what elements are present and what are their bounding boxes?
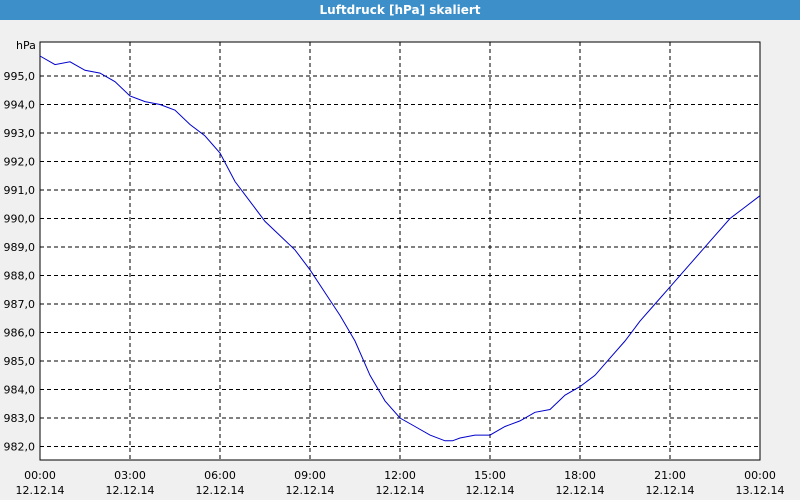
y-tick-label: 995,0 — [4, 70, 36, 83]
x-tick-date: 12.12.14 — [196, 484, 245, 497]
x-tick-time: 00:00 — [24, 469, 56, 482]
pressure-chart: 982,0 983,0 984,0 985,0 986,0 987,0 988,0 989,0… — [4, 39, 785, 497]
x-tick-time: 12:00 — [384, 469, 416, 482]
y-tick-label: 992,0 — [4, 156, 36, 169]
y-tick-label: 987,0 — [4, 298, 36, 311]
x-tick-date: 12.12.14 — [286, 484, 335, 497]
y-tick-label: 985,0 — [4, 355, 36, 368]
x-tick-time: 03:00 — [114, 469, 146, 482]
x-tick-date: 12.12.14 — [376, 484, 425, 497]
y-tick-label: 989,0 — [4, 241, 36, 254]
plot-area — [39, 41, 761, 461]
x-tick-time: 00:00 — [744, 469, 776, 482]
y-tick-label: 991,0 — [4, 184, 36, 197]
y-tick-label: 983,0 — [4, 412, 36, 425]
x-tick-date: 12.12.14 — [556, 484, 605, 497]
x-tick-date: 12.12.14 — [466, 484, 515, 497]
y-tick-label: 986,0 — [4, 327, 36, 340]
y-tick-label: 994,0 — [4, 99, 36, 112]
x-tick-date: 12.12.14 — [646, 484, 695, 497]
y-tick-label: 982,0 — [4, 441, 36, 454]
x-axis: 00:00 12.12.14 03:00 12.12.14 06:00 12.12.14 0… — [16, 469, 785, 497]
pressure-series-line — [39, 55, 761, 442]
x-tick-time: 09:00 — [294, 469, 326, 482]
x-tick-time: 21:00 — [654, 469, 686, 482]
y-tick-label: 993,0 — [4, 127, 36, 140]
x-tick-time: 06:00 — [204, 469, 236, 482]
x-tick-time: 18:00 — [564, 469, 596, 482]
y-tick-label: 984,0 — [4, 384, 36, 397]
x-tick-date: 12.12.14 — [106, 484, 155, 497]
x-tick-date: 12.12.14 — [16, 484, 65, 497]
y-tick-label: 988,0 — [4, 270, 36, 283]
x-tick-time: 15:00 — [474, 469, 506, 482]
chart-title: Luftdruck [hPa] skaliert — [0, 0, 800, 20]
x-tick-date: 13.12.14 — [736, 484, 785, 497]
y-axis-unit-label: hPa — [16, 39, 36, 52]
y-tick-label: 990,0 — [4, 213, 36, 226]
chart-area: 982,0 983,0 984,0 985,0 986,0 987,0 988,0 989,0… — [0, 20, 800, 500]
y-axis: 982,0 983,0 984,0 985,0 986,0 987,0 988,0 989,0… — [4, 70, 36, 454]
